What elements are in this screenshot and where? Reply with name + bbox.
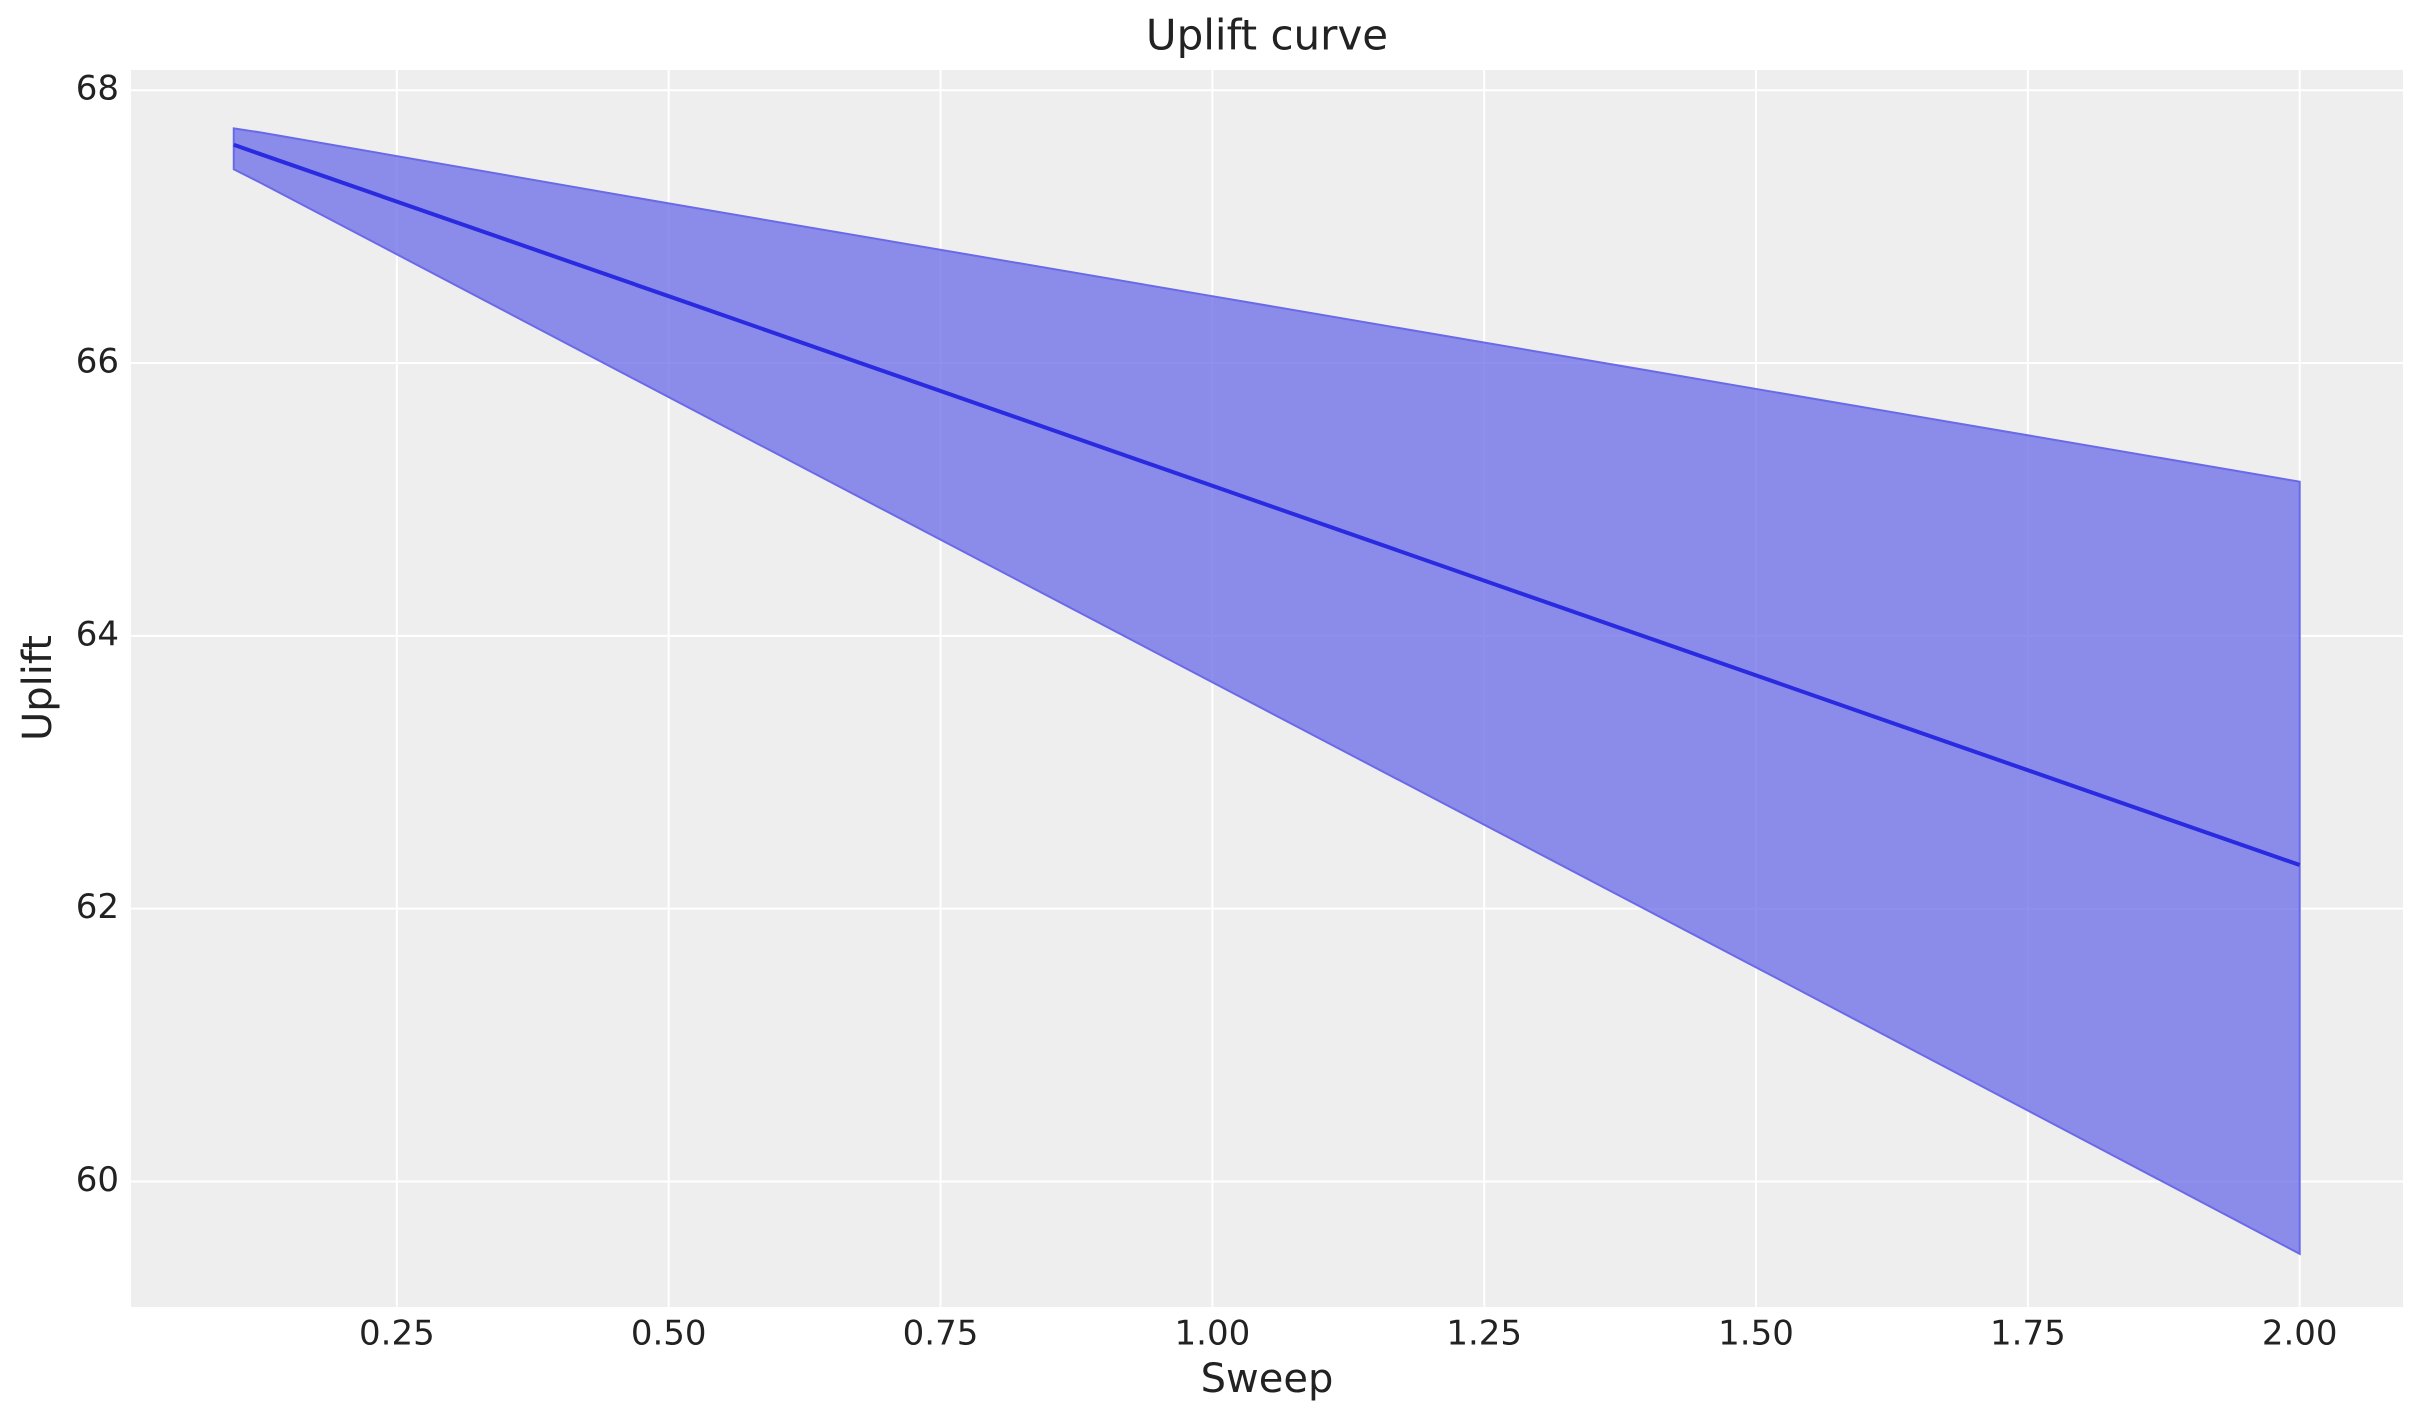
y-tick-label: 60	[76, 1160, 119, 1200]
y-tick-label: 66	[76, 342, 119, 382]
x-tick-label: 0.75	[903, 1314, 979, 1354]
y-tick-label: 64	[76, 614, 119, 654]
x-tick-label: 0.50	[631, 1314, 707, 1354]
confidence-band	[232, 127, 2301, 1256]
chart-title: Uplift curve	[1146, 11, 1388, 60]
x-tick-label: 0.25	[359, 1314, 435, 1354]
y-tick-label: 62	[76, 887, 119, 927]
line	[233, 142, 2301, 867]
x-tick-label: 1.50	[1718, 1314, 1794, 1354]
y-axis-label: Uplift	[15, 635, 61, 741]
x-axis-label: Sweep	[1201, 1356, 1334, 1402]
x-tick-label: 2.00	[2262, 1314, 2338, 1354]
x-tick-label: 1.00	[1175, 1314, 1251, 1354]
x-tick-label: 1.25	[1446, 1314, 1522, 1354]
y-tick-label: 68	[76, 69, 119, 109]
x-tick-label: 1.75	[1990, 1314, 2066, 1354]
